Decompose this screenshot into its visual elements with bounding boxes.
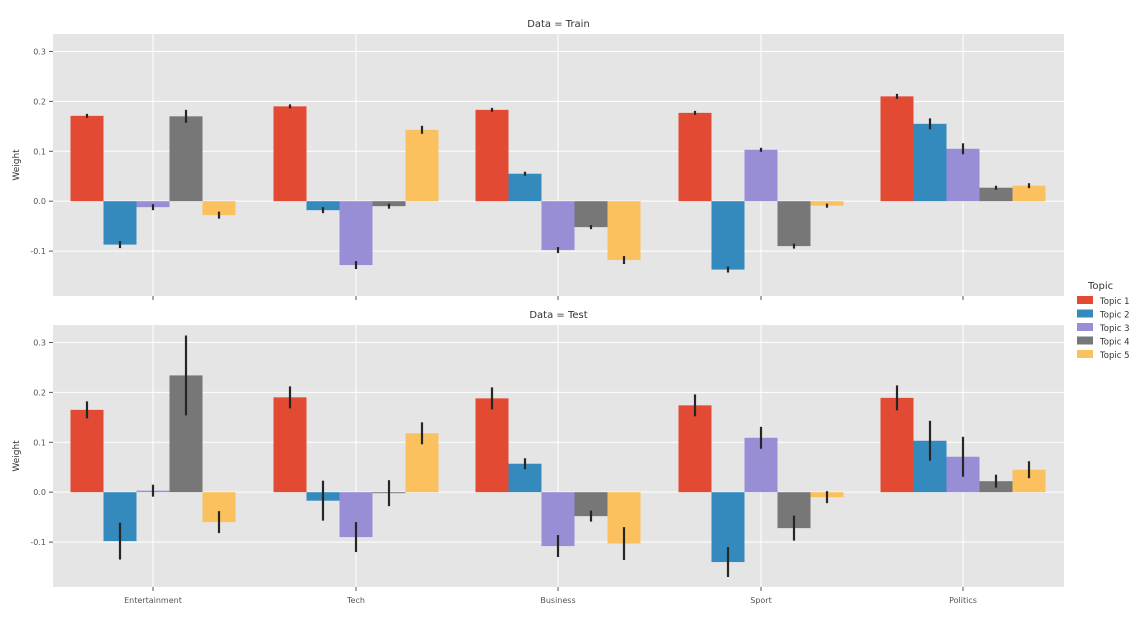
bar — [678, 405, 712, 493]
panel-title: Data = Test — [529, 310, 587, 321]
bar — [339, 201, 373, 266]
legend-label: Topic 1 — [1099, 297, 1130, 307]
x-tick-label: Entertainment — [124, 596, 182, 605]
bar — [810, 201, 844, 206]
bar — [103, 201, 137, 245]
legend-title: Topic — [1087, 281, 1113, 292]
legend-swatch — [1077, 296, 1093, 304]
bar — [574, 201, 608, 228]
bar — [475, 398, 509, 493]
bar — [880, 96, 914, 202]
bar — [607, 201, 641, 261]
y-axis-label: Weight — [12, 149, 22, 181]
bar — [744, 149, 778, 202]
bar — [169, 116, 203, 202]
bar — [70, 409, 104, 493]
bar — [202, 201, 236, 216]
y-tick-label: 0.1 — [33, 147, 46, 156]
x-tick-label: Business — [540, 596, 575, 605]
chart-panels: -0.1 0.0 0.1 0.2 0.3 Data = Train Weight -0.1 0.… — [12, 19, 1064, 605]
bar — [508, 173, 542, 202]
legend-swatch — [1077, 336, 1093, 345]
bar — [711, 201, 745, 270]
x-tick-label: Sport — [750, 596, 771, 605]
bar — [678, 112, 712, 202]
legend-label: Topic 3 — [1099, 324, 1130, 334]
bar — [946, 148, 980, 202]
y-tick-label: 0.2 — [33, 388, 46, 397]
y-tick-label: -0.1 — [30, 247, 46, 256]
legend-swatch — [1077, 350, 1093, 358]
y-tick-label: 0.0 — [33, 197, 46, 206]
y-axis-label: Weight — [12, 440, 22, 472]
x-tick-label: Tech — [346, 596, 365, 605]
bar — [1012, 469, 1046, 493]
bar — [541, 201, 575, 251]
bar — [70, 115, 104, 202]
y-tick-label: 0.0 — [33, 488, 46, 497]
bar — [273, 397, 307, 493]
legend-label: Topic 4 — [1099, 338, 1130, 348]
bar — [913, 123, 947, 202]
bar — [405, 129, 439, 202]
legend-label: Topic 2 — [1099, 311, 1130, 321]
chart-panel: -0.1 0.0 0.1 0.2 0.3 Data = Train Weight — [12, 19, 1064, 300]
bar — [777, 201, 811, 247]
legend-label: Topic 5 — [1099, 351, 1130, 361]
y-tick-label: 0.2 — [33, 97, 46, 106]
legend-swatch — [1077, 323, 1093, 331]
legend-swatch — [1077, 309, 1093, 318]
y-tick-label: -0.1 — [30, 538, 46, 547]
bar — [574, 492, 608, 517]
bar — [979, 187, 1013, 202]
bar — [1012, 185, 1046, 202]
bar — [880, 397, 914, 493]
legend: Topic Topic 1 Topic 2 Topic 3 Topic 4 Topic … — [1077, 281, 1130, 361]
bar — [273, 106, 307, 202]
y-tick-label: 0.3 — [33, 47, 46, 56]
bar — [306, 201, 340, 211]
x-tick-label: Politics — [949, 596, 977, 605]
y-tick-label: 0.3 — [33, 338, 46, 347]
chart-panel: -0.1 0.0 0.1 0.2 0.3 Entertainment Tech Busines… — [12, 310, 1064, 605]
bar — [475, 109, 509, 202]
panel-title: Data = Train — [527, 19, 590, 30]
y-tick-label: 0.1 — [33, 438, 46, 447]
